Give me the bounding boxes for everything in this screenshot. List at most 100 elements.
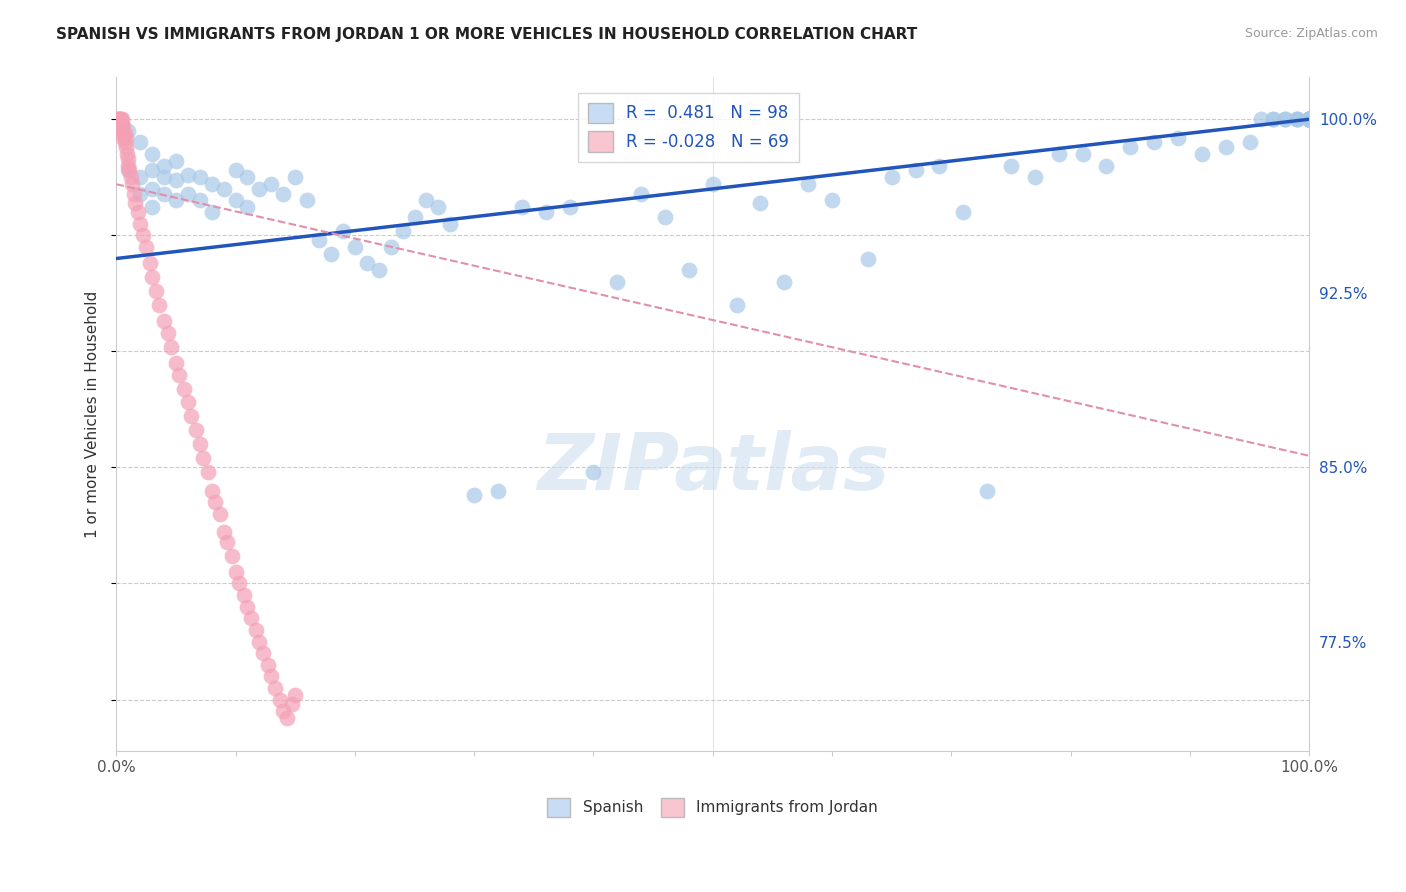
Point — [107, 112, 129, 127]
Point — [391, 224, 413, 238]
Point — [821, 194, 844, 208]
Point — [427, 201, 450, 215]
Point — [367, 263, 389, 277]
Point — [236, 201, 259, 215]
Point — [232, 588, 254, 602]
Point — [107, 112, 129, 127]
Point — [1263, 112, 1285, 127]
Point — [797, 178, 820, 192]
Point — [558, 201, 581, 215]
Legend: Spanish, Immigrants from Jordan: Spanish, Immigrants from Jordan — [541, 792, 884, 822]
Point — [1298, 112, 1320, 127]
Point — [245, 623, 267, 637]
Point — [165, 154, 187, 169]
Point — [1167, 130, 1189, 145]
Point — [120, 170, 142, 185]
Point — [131, 228, 153, 243]
Point — [228, 576, 250, 591]
Point — [1298, 112, 1320, 127]
Point — [201, 483, 224, 498]
Point — [225, 194, 247, 208]
Point — [177, 186, 200, 201]
Point — [217, 534, 239, 549]
Point — [135, 240, 157, 254]
Point — [904, 163, 927, 178]
Point — [1286, 112, 1309, 127]
Text: ZIPatlas: ZIPatlas — [537, 430, 889, 506]
Point — [1274, 112, 1296, 127]
Point — [463, 488, 485, 502]
Point — [177, 168, 200, 182]
Point — [165, 172, 187, 186]
Point — [115, 147, 138, 161]
Point — [129, 136, 152, 150]
Point — [221, 549, 243, 563]
Point — [107, 112, 129, 127]
Point — [1298, 112, 1320, 127]
Point — [212, 182, 235, 196]
Point — [249, 182, 271, 196]
Point — [928, 159, 950, 173]
Point — [114, 136, 136, 150]
Point — [201, 205, 224, 219]
Point — [141, 270, 163, 285]
Point — [111, 112, 134, 127]
Point — [108, 117, 131, 131]
Point — [107, 117, 129, 131]
Point — [201, 178, 224, 192]
Point — [197, 465, 219, 479]
Point — [439, 217, 461, 231]
Text: SPANISH VS IMMIGRANTS FROM JORDAN 1 OR MORE VEHICLES IN HOUSEHOLD CORRELATION CH: SPANISH VS IMMIGRANTS FROM JORDAN 1 OR M… — [56, 27, 918, 42]
Point — [117, 159, 139, 173]
Point — [510, 201, 533, 215]
Point — [1250, 112, 1272, 127]
Point — [108, 112, 131, 127]
Point — [204, 495, 226, 509]
Point — [153, 186, 176, 201]
Point — [1000, 159, 1022, 173]
Point — [111, 117, 134, 131]
Point — [1191, 147, 1213, 161]
Point — [702, 178, 724, 192]
Point — [295, 194, 318, 208]
Point — [308, 233, 330, 247]
Point — [153, 170, 176, 185]
Point — [236, 599, 259, 614]
Point — [112, 119, 135, 133]
Point — [280, 697, 302, 711]
Point — [117, 163, 139, 178]
Point — [110, 117, 132, 131]
Point — [356, 256, 378, 270]
Point — [129, 186, 152, 201]
Point — [193, 451, 215, 466]
Y-axis label: 1 or more Vehicles in Household: 1 or more Vehicles in Household — [86, 291, 100, 538]
Point — [156, 326, 179, 340]
Point — [415, 194, 437, 208]
Point — [319, 247, 342, 261]
Point — [1143, 136, 1166, 150]
Point — [1298, 112, 1320, 127]
Point — [1298, 112, 1320, 127]
Point — [856, 252, 879, 266]
Point — [404, 210, 426, 224]
Point — [209, 507, 232, 521]
Point — [1024, 170, 1046, 185]
Point — [117, 152, 139, 166]
Point — [153, 314, 176, 328]
Point — [188, 437, 211, 451]
Point — [332, 224, 354, 238]
Point — [141, 182, 163, 196]
Point — [212, 525, 235, 540]
Point — [725, 298, 748, 312]
Point — [127, 205, 149, 219]
Point — [952, 205, 974, 219]
Point — [1298, 112, 1320, 127]
Point — [256, 657, 278, 672]
Point — [1286, 112, 1309, 127]
Point — [271, 186, 294, 201]
Point — [1298, 112, 1320, 127]
Point — [121, 178, 143, 192]
Point — [276, 711, 298, 725]
Point — [1274, 112, 1296, 127]
Point — [976, 483, 998, 498]
